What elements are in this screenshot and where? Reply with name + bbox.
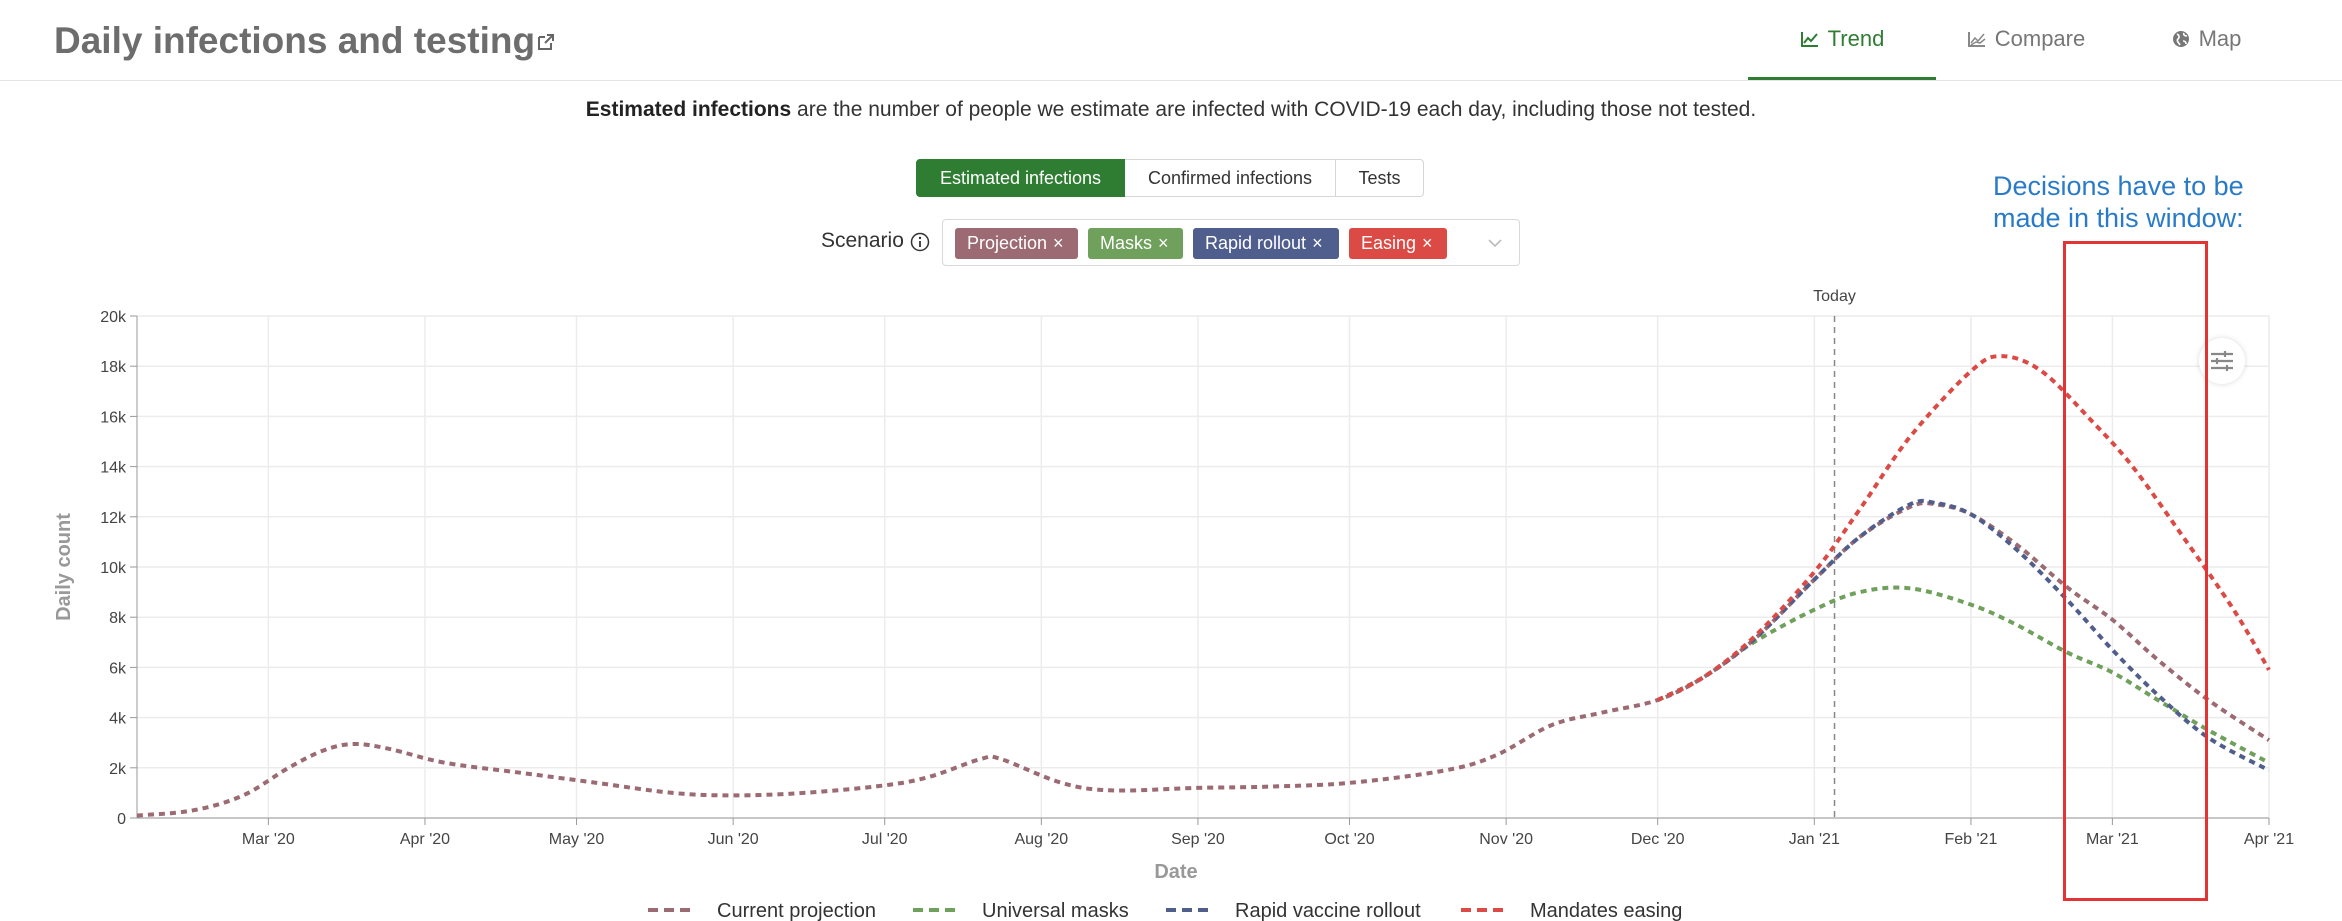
x-tick-label: Jul '20 — [862, 831, 908, 848]
page-title: Daily infections and testing — [54, 20, 536, 61]
x-tick-label: Jun '20 — [708, 831, 759, 848]
x-tick-label: Oct '20 — [1324, 831, 1374, 848]
annotation-line-1: Decisions have to be — [1993, 171, 2244, 201]
y-tick-label: 2k — [109, 761, 127, 778]
chip-label: Rapid rollout — [1205, 233, 1307, 253]
x-tick-label: Sep '20 — [1171, 831, 1225, 848]
description-text: are the number of people we estimate are… — [791, 98, 1757, 121]
x-tick-label: Apr '21 — [2244, 831, 2294, 848]
scenario-chip-projection[interactable]: Projection × — [955, 228, 1078, 259]
x-tick-label: Apr '20 — [400, 831, 450, 848]
x-tick-label: Mar '20 — [242, 831, 295, 848]
decision-annotation: Decisions have to be made in this window… — [1993, 170, 2244, 234]
tab-map-label: Map — [2198, 25, 2242, 51]
legend-label: Rapid vaccine rollout — [1235, 900, 1421, 921]
series-line-current-projection — [136, 500, 2271, 818]
tab-compare[interactable]: Compare — [1936, 0, 2116, 77]
sliders-icon — [2211, 351, 2233, 371]
tab-trend[interactable]: Trend — [1748, 0, 1936, 80]
chip-label: Projection — [967, 233, 1048, 253]
today-label: Today — [1813, 288, 1856, 305]
close-icon[interactable]: × — [1312, 233, 1323, 253]
close-icon[interactable]: × — [1422, 233, 1433, 253]
description-bold: Estimated infections — [585, 98, 792, 121]
close-icon[interactable]: × — [1053, 233, 1064, 253]
scenario-chip-easing[interactable]: Easing × — [1349, 228, 1447, 259]
scenario-select[interactable]: Projection × Masks × Rapid rollout × Easing… — [942, 219, 1520, 266]
x-tick-label: Nov '20 — [1479, 831, 1533, 848]
x-tick-label: Jan '21 — [1789, 831, 1840, 848]
y-tick-label: 20k — [100, 309, 127, 326]
y-axis-title: Daily count — [53, 513, 75, 621]
y-tick-label: 18k — [100, 359, 127, 376]
series-line-mandates-easing — [1656, 354, 2271, 702]
y-tick-label: 8k — [109, 610, 127, 627]
x-tick-label: Feb '21 — [1944, 831, 1997, 848]
info-icon[interactable] — [910, 232, 930, 252]
line-chart-icon — [1800, 31, 1818, 47]
scenario-label: Scenario — [821, 229, 904, 252]
tab-compare-label: Compare — [1994, 25, 2086, 51]
external-link-icon[interactable] — [536, 32, 556, 52]
x-axis-title: Date — [1154, 861, 1197, 883]
legend-label: Mandates easing — [1530, 900, 1682, 921]
annotation-line-2: made in this window: — [1993, 203, 2244, 233]
y-tick-label: 4k — [109, 711, 127, 728]
y-tick-label: 16k — [100, 409, 127, 426]
legend: Current projection Universal masks Rapid v… — [648, 900, 1682, 921]
x-tick-label: Dec '20 — [1631, 831, 1685, 848]
confirmed-infections-button[interactable]: Confirmed infections — [1125, 159, 1336, 197]
tests-button[interactable]: Tests — [1336, 159, 1424, 197]
y-tick-label: 14k — [100, 460, 127, 477]
series-lines — [136, 354, 2271, 818]
description: Estimated infections are the number of p… — [0, 98, 2342, 122]
close-icon[interactable]: × — [1158, 233, 1169, 253]
legend-item: Current projection — [648, 900, 876, 921]
legend-item: Mandates easing — [1461, 900, 1682, 921]
legend-label: Current projection — [717, 900, 876, 921]
chevron-down-icon[interactable] — [1486, 234, 1504, 252]
x-tick-label: Mar '21 — [2086, 831, 2139, 848]
decision-window-box — [2063, 241, 2208, 901]
y-tick-label: 0 — [117, 811, 126, 828]
compare-chart-icon — [1967, 31, 1986, 47]
tab-trend-label: Trend — [1827, 25, 1885, 51]
chip-label: Masks — [1100, 233, 1153, 253]
y-tick-label: 12k — [100, 510, 127, 527]
scenario-chip-rapid-rollout[interactable]: Rapid rollout × — [1193, 228, 1339, 259]
tab-map[interactable]: Map — [2116, 0, 2296, 77]
estimated-infections-button[interactable]: Estimated infections — [916, 159, 1125, 197]
legend-item: Rapid vaccine rollout — [1166, 900, 1421, 921]
y-tick-label: 10k — [100, 560, 127, 577]
chip-label: Easing — [1361, 233, 1417, 253]
page-header: Daily infections and testing Trend Compa… — [0, 0, 2342, 81]
x-tick-label: May '20 — [549, 831, 605, 848]
axes: 0 2k 4k 6k 8k 10k 12k 14k 16k 18k 20k Mar '20 Apr '2… — [53, 288, 2294, 883]
scenario-chip-masks[interactable]: Masks × — [1088, 228, 1183, 259]
legend-label: Universal masks — [982, 900, 1129, 921]
y-tick-label: 6k — [109, 660, 127, 677]
legend-item: Universal masks — [913, 900, 1129, 921]
globe-icon — [2172, 30, 2189, 47]
metric-toggle: Estimated infections Confirmed infection… — [916, 159, 1424, 197]
x-tick-label: Aug '20 — [1014, 831, 1068, 848]
